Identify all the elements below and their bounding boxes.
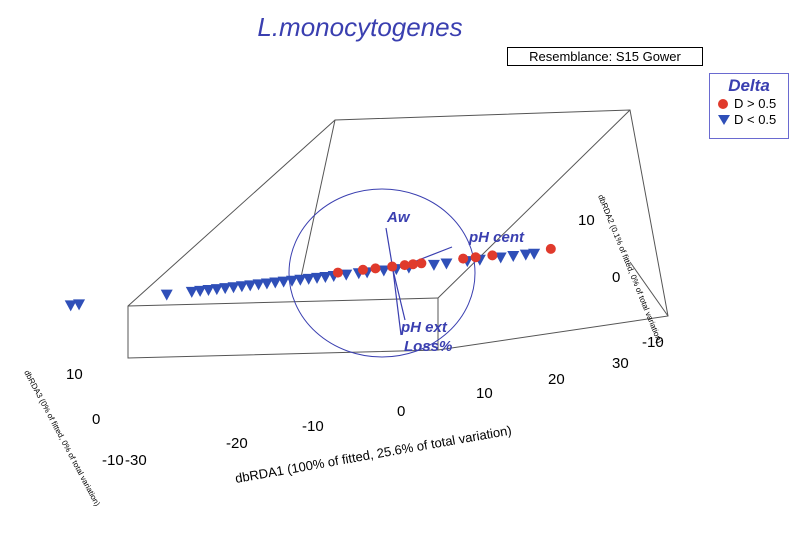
point-d-lt-0-5 [260, 278, 273, 290]
data-points [64, 243, 556, 312]
point-d-gt-0-5 [387, 261, 398, 272]
point-d-lt-0-5 [440, 258, 453, 270]
point-d-lt-0-5 [244, 280, 257, 292]
point-d-lt-0-5 [194, 285, 207, 297]
point-d-lt-0-5 [294, 274, 307, 286]
red-circle-icon [718, 99, 728, 109]
point-d-lt-0-5 [528, 248, 541, 260]
z-tick-label: -10 [102, 452, 124, 469]
vector-label-aw: Aw [386, 209, 411, 226]
point-d-gt-0-5 [470, 252, 481, 263]
point-d-lt-0-5 [285, 275, 298, 287]
point-d-gt-0-5 [458, 253, 469, 264]
z-axis-title: dbRDA3 (0% of fitted, 0% of total variat… [22, 369, 102, 508]
point-d-lt-0-5 [64, 300, 77, 312]
blue-triangle-icon [718, 115, 730, 125]
point-d-lt-0-5 [319, 271, 332, 283]
vector-label-loss: Loss% [404, 338, 452, 355]
y-tick-labels: -10 0 10 [578, 212, 664, 351]
point-d-lt-0-5 [160, 289, 173, 301]
point-d-gt-0-5 [370, 263, 381, 274]
vector-label-ph-cent: pH cent [468, 229, 525, 246]
point-d-lt-0-5 [73, 299, 86, 311]
z-tick-label: 10 [66, 366, 83, 383]
point-d-lt-0-5 [210, 284, 223, 296]
point-d-gt-0-5 [399, 260, 410, 271]
point-d-gt-0-5 [357, 264, 368, 275]
point-d-lt-0-5 [311, 272, 324, 284]
point-d-lt-0-5 [340, 269, 353, 281]
point-d-lt-0-5 [277, 276, 290, 288]
legend-label: D < 0.5 [734, 112, 777, 127]
point-d-lt-0-5 [302, 273, 315, 285]
vector-labels: Aw pH cent pH ext Loss% [386, 209, 525, 355]
z-tick-labels: -10 0 10 [66, 366, 124, 469]
point-d-lt-0-5 [235, 281, 248, 293]
legend-title: Delta [728, 76, 770, 95]
point-d-lt-0-5 [269, 277, 282, 289]
x-tick-label: -20 [226, 435, 248, 452]
point-d-lt-0-5 [202, 284, 215, 296]
legend: Delta D > 0.5 D < 0.5 [709, 73, 789, 139]
y-tick-label: 10 [578, 212, 595, 229]
box-frame [127, 109, 669, 359]
point-d-lt-0-5 [377, 265, 390, 277]
x-tick-label: 30 [612, 355, 629, 372]
x-tick-label: 0 [397, 403, 405, 420]
z-tick-label: 0 [92, 411, 100, 428]
x-tick-label: 10 [476, 385, 493, 402]
correlation-circle [288, 188, 476, 358]
resemblance-box: Resemblance: S15 Gower [507, 47, 703, 66]
point-d-gt-0-5 [408, 259, 419, 270]
point-d-lt-0-5 [227, 282, 240, 294]
legend-item-d-lt: D < 0.5 [710, 112, 788, 128]
x-tick-label: 20 [548, 371, 565, 388]
x-tick-label: -10 [302, 418, 324, 435]
point-d-lt-0-5 [252, 279, 265, 291]
point-d-lt-0-5 [494, 252, 507, 264]
legend-item-d-gt: D > 0.5 [710, 96, 788, 112]
point-d-gt-0-5 [332, 267, 343, 278]
point-d-gt-0-5 [487, 250, 498, 261]
point-d-gt-0-5 [545, 243, 556, 254]
point-d-lt-0-5 [507, 251, 520, 263]
y-tick-label: 0 [612, 269, 620, 286]
point-d-lt-0-5 [219, 283, 232, 295]
x-tick-labels: -30 -20 -10 0 10 20 30 [125, 355, 629, 469]
y-tick-label: -10 [642, 334, 664, 351]
point-d-gt-0-5 [416, 258, 427, 269]
chart-title: L.monocytogenes [257, 12, 463, 42]
point-d-lt-0-5 [519, 249, 532, 261]
x-tick-label: -30 [125, 452, 147, 469]
point-d-lt-0-5 [185, 286, 198, 298]
point-d-lt-0-5 [427, 259, 440, 271]
legend-label: D > 0.5 [734, 96, 777, 111]
x-axis-title: dbRDA1 (100% of fitted, 25.6% of total v… [234, 422, 513, 485]
vector-label-ph-ext: pH ext [400, 319, 448, 336]
